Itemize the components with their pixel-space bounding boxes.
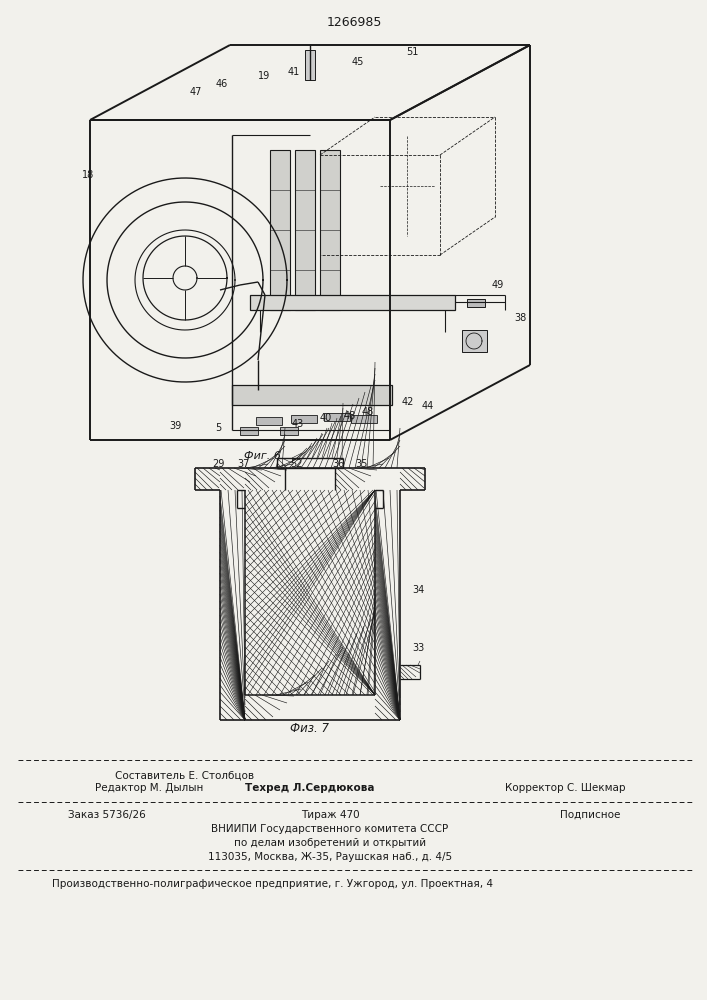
Bar <box>256 417 282 425</box>
Text: 19: 19 <box>258 71 270 81</box>
Text: 39: 39 <box>169 421 181 431</box>
Bar <box>351 415 377 423</box>
Text: 52: 52 <box>290 459 303 469</box>
Text: 5: 5 <box>215 423 221 433</box>
Text: 45: 45 <box>352 57 364 67</box>
Bar <box>250 295 455 310</box>
Bar <box>305 50 315 80</box>
Text: 41: 41 <box>288 67 300 77</box>
Text: 46: 46 <box>216 79 228 89</box>
Bar <box>324 413 350 421</box>
Text: 38: 38 <box>514 313 526 323</box>
Text: ВНИИПИ Государственного комитета СССР: ВНИИПИ Государственного комитета СССР <box>211 824 449 834</box>
Text: 35: 35 <box>356 459 368 469</box>
Text: 113035, Москва, Ж-35, Раушская наб., д. 4/5: 113035, Москва, Ж-35, Раушская наб., д. … <box>208 852 452 862</box>
Bar <box>320 150 340 310</box>
Text: Редактор М. Дылын: Редактор М. Дылын <box>95 783 204 793</box>
Text: Подписное: Подписное <box>560 810 620 820</box>
Bar <box>270 150 290 310</box>
Text: 1266985: 1266985 <box>327 15 382 28</box>
Text: 51: 51 <box>406 47 418 57</box>
Bar <box>232 385 392 405</box>
Bar <box>467 299 485 307</box>
Text: 43: 43 <box>292 419 304 429</box>
Text: 47: 47 <box>189 87 202 97</box>
Text: 42: 42 <box>402 397 414 407</box>
Text: 36: 36 <box>332 459 344 469</box>
Bar <box>240 427 258 435</box>
Text: Производственно-полиграфическое предприятие, г. Ужгород, ул. Проектная, 4: Производственно-полиграфическое предприя… <box>52 879 493 889</box>
Bar <box>280 427 298 435</box>
Text: 37: 37 <box>238 459 250 469</box>
Text: 40: 40 <box>320 413 332 423</box>
Bar <box>291 415 317 423</box>
Text: 48: 48 <box>362 407 374 417</box>
Bar <box>295 150 315 310</box>
Text: по делам изобретений и открытий: по делам изобретений и открытий <box>234 838 426 848</box>
Text: Составитель Е. Столбцов: Составитель Е. Столбцов <box>115 771 254 781</box>
Text: 33: 33 <box>412 643 424 653</box>
Text: Корректор С. Шекмар: Корректор С. Шекмар <box>505 783 625 793</box>
Bar <box>462 330 487 352</box>
Text: Заказ 5736/26: Заказ 5736/26 <box>68 810 146 820</box>
Text: Фиг. 6: Фиг. 6 <box>244 451 281 461</box>
Text: 34: 34 <box>412 585 424 595</box>
Text: 48: 48 <box>344 411 356 421</box>
Text: 29: 29 <box>212 459 224 469</box>
Text: 49: 49 <box>492 280 504 290</box>
Text: 18: 18 <box>82 170 94 180</box>
Text: Физ. 7: Физ. 7 <box>291 722 329 734</box>
Text: Техред Л.Сердюкова: Техред Л.Сердюкова <box>245 783 375 793</box>
Text: 44: 44 <box>422 401 434 411</box>
Text: Тираж 470: Тираж 470 <box>300 810 359 820</box>
